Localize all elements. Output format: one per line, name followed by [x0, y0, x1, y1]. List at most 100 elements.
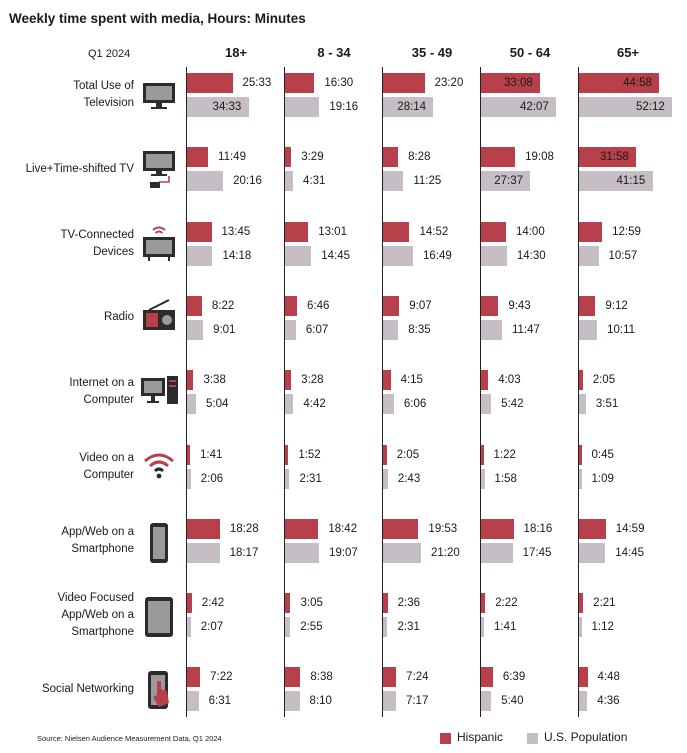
value-label-hispanic: 9:43 — [508, 299, 531, 312]
tv-wifi-icon — [139, 224, 179, 273]
row-label: Internet on a Computer — [6, 375, 134, 409]
value-label-hispanic: 2:21 — [593, 597, 616, 610]
row-label-line: Video Focused — [57, 591, 134, 604]
bar-hispanic — [383, 73, 425, 93]
legend-swatch-us-population — [527, 733, 538, 744]
bar-us — [187, 319, 204, 340]
value-label-us: 1:41 — [493, 621, 517, 634]
row-label-line: TV-Connected — [60, 228, 134, 241]
value-label-us: 19:16 — [329, 101, 359, 113]
bar-us — [285, 691, 300, 712]
value-label-hispanic: 8:38 — [310, 671, 333, 684]
bar-us — [285, 394, 294, 415]
desktop-computer-icon — [139, 372, 181, 417]
value-label-us: 7:17 — [405, 695, 429, 708]
bar-hispanic — [383, 221, 410, 242]
bar-us — [481, 97, 557, 117]
value-label-hispanic: 18:42 — [328, 522, 358, 535]
column-divider — [186, 67, 187, 717]
bar-hispanic — [285, 221, 309, 242]
bar-hispanic — [481, 593, 486, 614]
value-label-us: 5:04 — [206, 398, 229, 411]
legend-swatch-hispanic — [440, 733, 451, 744]
bar-hispanic — [481, 370, 489, 391]
bar-us — [579, 691, 588, 712]
bar-us — [285, 245, 312, 266]
value-label-us: 27:37 — [494, 175, 523, 188]
value-label-hispanic: 12:59 — [612, 225, 641, 238]
value-label-hispanic: 4:48 — [597, 671, 620, 684]
bar-us — [285, 97, 320, 117]
value-label-hispanic: 23:20 — [434, 77, 464, 89]
value-label-hispanic: 6:39 — [502, 671, 526, 684]
row-label-line: Smartphone — [71, 625, 134, 638]
value-label-us: 1:58 — [494, 472, 517, 485]
age-group-header: 65+ — [616, 45, 640, 60]
bar-us — [481, 319, 502, 340]
value-label-hispanic: 7:22 — [210, 671, 233, 684]
value-label-us: 20:16 — [233, 175, 262, 188]
smartphone-icon — [139, 521, 179, 574]
value-label-hispanic: 8:28 — [408, 151, 431, 164]
value-label-hispanic: 2:05 — [592, 374, 616, 387]
source-note: Source: Nielsen Audience Measurement Dat… — [37, 734, 222, 743]
row-label: Radio — [6, 309, 134, 326]
value-label-us: 16:49 — [422, 249, 452, 262]
bar-hispanic — [383, 295, 400, 316]
value-label-us: 6:06 — [403, 398, 427, 411]
bar-hispanic — [481, 73, 541, 93]
bar-hispanic — [285, 73, 315, 93]
tv-icon — [139, 75, 179, 120]
bar-us — [383, 97, 434, 117]
bar-hispanic — [187, 73, 233, 93]
wifi-icon — [139, 447, 179, 492]
bar-hispanic — [383, 444, 387, 465]
value-label-us: 52:12 — [636, 101, 665, 113]
bar-hispanic — [579, 147, 636, 168]
value-label-hispanic: 13:01 — [318, 225, 347, 238]
bar-us — [579, 319, 598, 340]
value-label-hispanic: 44:58 — [623, 77, 652, 89]
row-label-line: Television — [83, 97, 135, 109]
age-group-header: 8 - 34 — [317, 45, 351, 60]
value-label-us: 4:31 — [303, 175, 326, 188]
row-label: Video Focused App/Web on a Smartphone — [6, 590, 134, 641]
value-label-us: 11:25 — [413, 175, 442, 188]
bar-us — [579, 171, 653, 192]
bar-hispanic — [481, 147, 516, 168]
bar-hispanic — [481, 295, 499, 316]
bar-us — [481, 394, 492, 415]
bar-hispanic — [383, 593, 388, 614]
row-label-line: Internet on a — [69, 377, 134, 390]
row-label-line: Video on a — [79, 451, 134, 464]
value-label-us: 10:57 — [608, 249, 638, 262]
row-label-line: Total Use of — [73, 80, 134, 92]
value-label-us: 1:12 — [591, 621, 614, 634]
value-label-hispanic: 14:00 — [515, 225, 545, 238]
bar-us — [579, 617, 582, 638]
value-label-us: 17:45 — [522, 546, 552, 559]
tv-settop-icon — [139, 149, 179, 198]
value-label-hispanic: 1:52 — [298, 448, 321, 461]
row-label-line: Computer — [83, 394, 135, 407]
bar-us — [187, 617, 191, 638]
bar-hispanic — [579, 295, 596, 316]
bar-hispanic — [579, 444, 582, 465]
bar-hispanic — [187, 593, 192, 614]
chart-title: Weekly time spent with media, Hours: Min… — [9, 11, 306, 26]
value-label-hispanic: 14:59 — [615, 522, 645, 535]
value-label-us: 1:09 — [591, 472, 614, 485]
value-label-us: 14:45 — [615, 546, 645, 559]
quarter-label: Q1 2024 — [88, 48, 131, 60]
bar-hispanic — [285, 444, 289, 465]
column-divider — [480, 67, 481, 717]
value-label-hispanic: 3:05 — [300, 597, 323, 610]
bar-us — [187, 691, 199, 712]
legend-label-us-population: U.S. Population — [544, 730, 628, 744]
bar-hispanic — [187, 667, 201, 688]
row-label: App/Web on a Smartphone — [6, 524, 134, 558]
value-label-us: 2:31 — [299, 472, 322, 485]
value-label-hispanic: 18:16 — [523, 522, 553, 535]
value-label-us: 11:47 — [511, 323, 540, 336]
value-label-hispanic: 2:36 — [397, 597, 421, 610]
